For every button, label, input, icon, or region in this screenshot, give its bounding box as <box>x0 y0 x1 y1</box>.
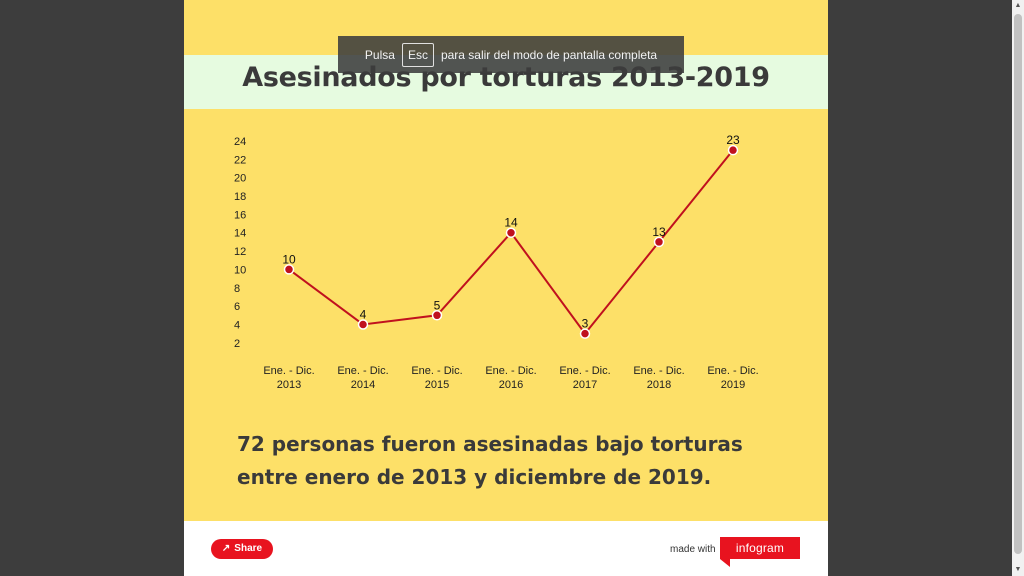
x-tick-label: 2019 <box>721 379 745 391</box>
data-point <box>505 227 517 238</box>
scroll-thumb[interactable] <box>1014 14 1022 554</box>
x-tick-label: Ene. - Dic. <box>485 365 536 377</box>
scroll-up-arrow-icon[interactable]: ▲ <box>1014 2 1022 9</box>
data-point <box>727 144 739 156</box>
y-tick-label: 22 <box>234 154 246 166</box>
data-label: 23 <box>726 133 740 147</box>
toast-text-before: Pulsa <box>364 47 395 62</box>
esc-key: Esc <box>401 42 434 67</box>
data-label: 13 <box>652 225 666 239</box>
x-tick-label: 2016 <box>499 379 523 391</box>
data-point <box>653 236 665 248</box>
x-tick-label: Ene. - Dic. <box>559 365 610 377</box>
y-tick-label: 14 <box>234 228 246 240</box>
data-label: 5 <box>434 298 441 312</box>
y-tick-label: 2 <box>234 338 240 350</box>
y-tick-label: 8 <box>234 283 240 295</box>
summary-text: 72 personas fueron asesinadas bajo tortu… <box>237 432 743 489</box>
scrollbar[interactable]: ▲ ▼ <box>1012 0 1024 576</box>
x-tick-label: Ene. - Dic. <box>633 365 684 377</box>
x-tick-label: 2013 <box>277 379 301 391</box>
x-tick-label: Ene. - Dic. <box>263 365 314 377</box>
y-tick-label: 18 <box>234 191 246 203</box>
x-tick-label: Ene. - Dic. <box>411 365 462 377</box>
scroll-down-arrow-icon[interactable]: ▼ <box>1014 566 1022 573</box>
fullscreen-exit-toast: Pulsa Esc para salir del modo de pantall… <box>338 36 684 73</box>
y-tick-label: 16 <box>234 209 246 221</box>
infogram-logo[interactable]: infogram <box>720 537 800 567</box>
y-tick-label: 10 <box>234 264 246 276</box>
data-label: 4 <box>360 307 367 321</box>
data-point <box>357 319 369 330</box>
data-point <box>283 264 295 275</box>
data-point <box>579 328 591 339</box>
x-tick-label: 2018 <box>647 379 671 391</box>
share-button[interactable]: ↗ Share <box>211 539 273 559</box>
x-tick-label: Ene. - Dic. <box>337 365 388 377</box>
data-label: 14 <box>504 216 518 230</box>
x-tick-label: 2017 <box>573 379 597 391</box>
y-tick-label: 20 <box>234 173 246 185</box>
data-label: 3 <box>582 317 589 331</box>
x-tick-label: 2015 <box>425 379 449 391</box>
x-tick-label: Ene. - Dic. <box>707 365 758 377</box>
data-point <box>431 310 443 321</box>
data-label: 10 <box>282 252 296 266</box>
y-tick-label: 24 <box>234 136 246 148</box>
made-with-text: made with <box>670 544 716 555</box>
x-tick-label: 2014 <box>351 379 375 391</box>
toast-text-after: para salir del modo de pantalla completa <box>440 47 658 62</box>
series-line <box>288 149 734 336</box>
infographic-card: Asesinados por torturas 2013-2019 2 4 6 8 10… <box>184 0 828 576</box>
footer: ↗ Share made with infogram <box>184 521 828 576</box>
y-tick-label: 4 <box>234 319 240 331</box>
y-tick-label: 12 <box>234 246 246 258</box>
share-label: Share <box>234 543 263 554</box>
y-tick-label: 6 <box>234 301 240 313</box>
share-icon: ↗ <box>221 543 231 554</box>
